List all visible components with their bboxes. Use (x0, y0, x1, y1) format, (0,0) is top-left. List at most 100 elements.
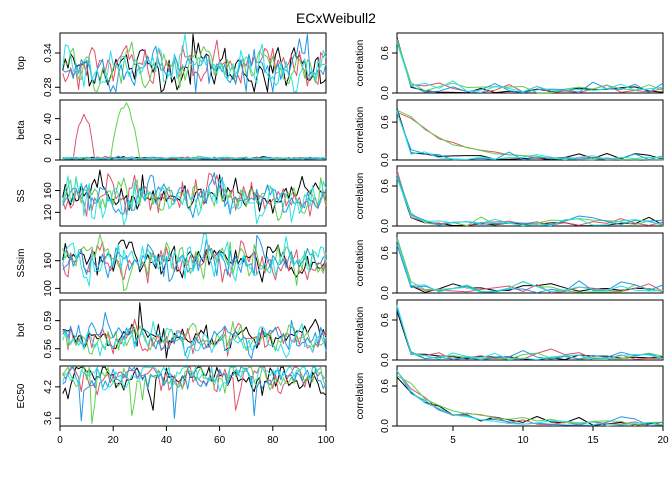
trace-beta-series-chain2 (62, 113, 327, 160)
acf-sssim-series-chain5 (396, 239, 664, 293)
acf-ss-ytick-label: 0.6 (380, 179, 391, 193)
trace-beta-series-chain5 (62, 156, 327, 160)
acf-ec50-ylabel: correlation (355, 373, 366, 420)
acf-sssim-ylabel: correlation (355, 240, 366, 287)
acf-ec50-series-chain5 (396, 370, 664, 427)
trace-beta-ytick-label: 40 (43, 113, 54, 125)
trace-ec50-frame (59, 365, 327, 427)
trace-beta-frame (59, 99, 327, 161)
trace-ec50-xtick-label: 60 (214, 435, 226, 446)
acf-top-series-chain1 (396, 37, 664, 94)
acf-bot-ytick-label: 0.6 (380, 313, 391, 327)
acf-ss-frame (396, 165, 664, 227)
trace-bot-frame (59, 299, 327, 361)
acf-beta-ytick-label: 0.6 (380, 115, 391, 129)
trace-top-ytick-label: 0.28 (43, 77, 54, 97)
trace-beta-ytick-label: 0 (43, 157, 54, 163)
acf-ec50-xtick-label: 20 (657, 435, 669, 446)
acf-sssim-series-chain4 (396, 244, 664, 294)
acf-ss-ylabel: correlation (355, 173, 366, 220)
trace-sssim-ytick-label: 100 (43, 280, 54, 297)
acf-bot-frame (396, 299, 664, 361)
acf-ss-series-chain3 (396, 173, 664, 227)
trace-top-frame (59, 32, 327, 94)
trace-ec50-ylabel: EC50 (16, 383, 27, 408)
trace-ec50-xtick-label: 40 (161, 435, 173, 446)
acf-ec50-xtick-label: 5 (450, 435, 456, 446)
trace-bot-ytick-label: 0.59 (43, 310, 54, 330)
trace-ss-series-chain1 (62, 169, 327, 214)
acf-top-ytick-label: 0.6 (380, 46, 391, 60)
acf-top-series-chain4 (396, 41, 664, 94)
acf-ec50-series-chain3 (396, 375, 664, 427)
acf-sssim-series-chain1 (396, 237, 664, 293)
trace-bot-series-chain5 (62, 320, 327, 360)
trace-ss-series-chain4 (62, 172, 327, 219)
acf-beta-frame (396, 99, 664, 161)
acf-bot-series-chain3 (396, 305, 664, 360)
acf-bot-series-chain2 (396, 306, 664, 360)
trace-top-series-chain1 (62, 33, 327, 93)
trace-top-ytick-label: 0.34 (43, 43, 54, 63)
trace-ss-ytick-label: 160 (43, 182, 54, 199)
acf-beta-series-chain4 (396, 112, 664, 161)
trace-ss-series-chain5 (62, 175, 327, 226)
acf-ec50-ytick-label: 0.0 (380, 419, 391, 433)
trace-ss-frame (59, 165, 327, 227)
trace-ec50-xtick-label: 20 (108, 435, 120, 446)
acf-ec50-series-chain4 (396, 370, 664, 427)
trace-bot-ytick-label: 0.56 (43, 339, 54, 359)
acf-ec50-xtick-label: 10 (517, 435, 529, 446)
acf-beta-series-chain3 (396, 109, 663, 161)
trace-sssim-ylabel: SSsim (16, 249, 27, 278)
acf-ec50-xtick-label: 15 (587, 435, 599, 446)
trace-bot-ylabel: bot (16, 323, 27, 337)
trace-top-series-chain4 (62, 33, 327, 93)
trace-bot-series-chain4 (62, 312, 327, 359)
trace-ec50-series-chain2 (62, 366, 327, 411)
trace-ss-ytick-label: 120 (43, 204, 54, 221)
acf-beta-series-chain1 (396, 108, 664, 161)
trace-sssim-series-chain3 (62, 234, 327, 292)
acf-top-ytick-label: 0.0 (380, 86, 391, 100)
trace-top-ylabel: top (16, 56, 27, 70)
acf-top-ylabel: correlation (355, 40, 366, 87)
acf-top-series-chain5 (396, 42, 664, 93)
trace-top-series-chain5 (62, 33, 327, 93)
acf-sssim-ytick-label: 0.6 (380, 246, 391, 260)
trace-beta-ylabel: beta (16, 120, 27, 140)
acf-sssim-ytick-label: 0.0 (380, 286, 391, 300)
acf-ss-series-chain2 (396, 169, 664, 227)
trace-ss-series-chain3 (62, 176, 327, 222)
figure-title: ECxWeibull2 (296, 10, 376, 26)
acf-bot-ytick-label: 0.0 (380, 353, 391, 367)
trace-sssim-series-chain4 (62, 235, 327, 282)
acf-bot-series-chain5 (396, 304, 664, 361)
trace-ec50-ytick-label: 3.6 (43, 411, 54, 425)
trace-ec50-series-chain5 (62, 366, 327, 392)
trace-ec50-ytick-label: 4.2 (43, 379, 54, 393)
acf-ss-ytick-label: 0.0 (380, 219, 391, 233)
acf-beta-series-chain5 (396, 110, 664, 161)
trace-ec50-xtick-label: 0 (57, 435, 63, 446)
acf-top-series-chain3 (396, 39, 664, 94)
acf-beta-ylabel: correlation (355, 107, 366, 154)
acf-beta-ytick-label: 0.0 (380, 153, 391, 167)
trace-sssim-ytick-label: 160 (43, 252, 54, 269)
acf-bot-ylabel: correlation (355, 307, 366, 354)
acf-ec50-series-chain1 (396, 376, 664, 426)
trace-beta-ytick-label: 20 (43, 133, 54, 145)
trace-ec50-xtick-label: 80 (267, 435, 279, 446)
acf-ss-series-chain4 (396, 174, 664, 226)
trace-bot-series-chain3 (62, 321, 327, 355)
acf-ec50-ytick-label: 0.6 (380, 379, 391, 393)
trace-beta-series-chain3 (62, 102, 327, 160)
acf-ss-series-chain1 (396, 176, 664, 227)
acf-ss-series-chain5 (396, 177, 664, 227)
acf-bot-series-chain4 (396, 308, 664, 361)
trace-ss-ylabel: SS (16, 189, 27, 203)
trace-ec50-xtick-label: 100 (318, 435, 335, 446)
trace-sssim-series-chain5 (62, 233, 327, 287)
acf-top-frame (396, 32, 664, 94)
